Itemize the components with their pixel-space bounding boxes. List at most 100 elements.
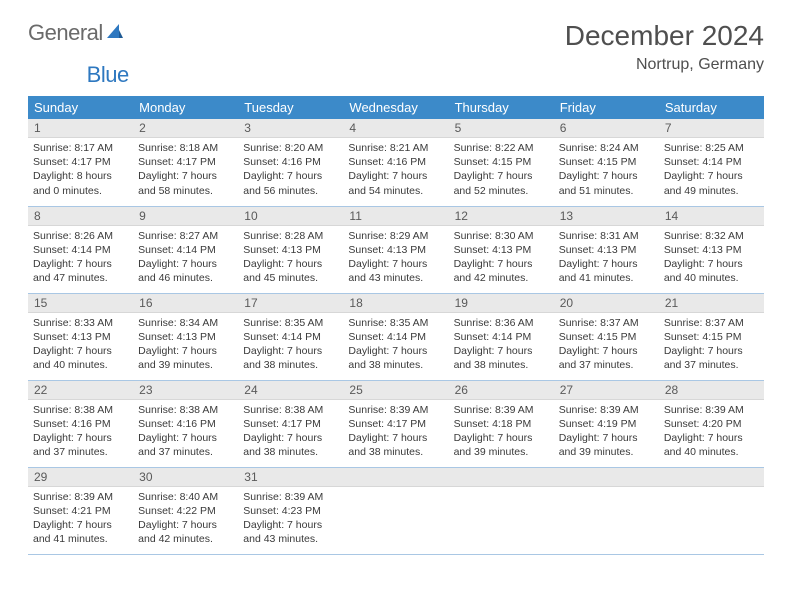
day-number: 24 [238, 381, 343, 400]
calendar-cell: 11Sunrise: 8:29 AMSunset: 4:13 PMDayligh… [343, 206, 448, 293]
day-details: Sunrise: 8:22 AMSunset: 4:15 PMDaylight:… [449, 138, 554, 202]
calendar-cell: 10Sunrise: 8:28 AMSunset: 4:13 PMDayligh… [238, 206, 343, 293]
day-details: Sunrise: 8:40 AMSunset: 4:22 PMDaylight:… [133, 487, 238, 551]
day-details: Sunrise: 8:33 AMSunset: 4:13 PMDaylight:… [28, 313, 133, 377]
month-title: December 2024 [565, 20, 764, 52]
day-details: Sunrise: 8:18 AMSunset: 4:17 PMDaylight:… [133, 138, 238, 202]
day-number: 2 [133, 119, 238, 138]
weekday-header: Wednesday [343, 96, 448, 119]
calendar-cell: 20Sunrise: 8:37 AMSunset: 4:15 PMDayligh… [554, 293, 659, 380]
day-details: Sunrise: 8:39 AMSunset: 4:23 PMDaylight:… [238, 487, 343, 551]
calendar-cell: 16Sunrise: 8:34 AMSunset: 4:13 PMDayligh… [133, 293, 238, 380]
weekday-header: Friday [554, 96, 659, 119]
day-details: Sunrise: 8:38 AMSunset: 4:16 PMDaylight:… [28, 400, 133, 464]
calendar-cell: 15Sunrise: 8:33 AMSunset: 4:13 PMDayligh… [28, 293, 133, 380]
calendar-cell: 28Sunrise: 8:39 AMSunset: 4:20 PMDayligh… [659, 380, 764, 467]
calendar-cell: .. [343, 467, 448, 554]
brand-word-1: General [28, 20, 103, 46]
day-number: 13 [554, 207, 659, 226]
day-details: Sunrise: 8:35 AMSunset: 4:14 PMDaylight:… [238, 313, 343, 377]
day-details: Sunrise: 8:24 AMSunset: 4:15 PMDaylight:… [554, 138, 659, 202]
calendar-cell: 2Sunrise: 8:18 AMSunset: 4:17 PMDaylight… [133, 119, 238, 206]
day-number: 6 [554, 119, 659, 138]
calendar-cell: 3Sunrise: 8:20 AMSunset: 4:16 PMDaylight… [238, 119, 343, 206]
day-details: Sunrise: 8:34 AMSunset: 4:13 PMDaylight:… [133, 313, 238, 377]
calendar-cell: .. [449, 467, 554, 554]
day-number: . [343, 468, 448, 487]
day-number: 27 [554, 381, 659, 400]
day-number: 10 [238, 207, 343, 226]
day-number: 18 [343, 294, 448, 313]
day-number: . [659, 468, 764, 487]
day-number: 4 [343, 119, 448, 138]
day-details: Sunrise: 8:31 AMSunset: 4:13 PMDaylight:… [554, 226, 659, 290]
calendar-cell: 18Sunrise: 8:35 AMSunset: 4:14 PMDayligh… [343, 293, 448, 380]
day-details: Sunrise: 8:30 AMSunset: 4:13 PMDaylight:… [449, 226, 554, 290]
calendar-cell: 29Sunrise: 8:39 AMSunset: 4:21 PMDayligh… [28, 467, 133, 554]
calendar-cell: 7Sunrise: 8:25 AMSunset: 4:14 PMDaylight… [659, 119, 764, 206]
calendar-cell: 1Sunrise: 8:17 AMSunset: 4:17 PMDaylight… [28, 119, 133, 206]
day-number: 31 [238, 468, 343, 487]
calendar-body: 1Sunrise: 8:17 AMSunset: 4:17 PMDaylight… [28, 119, 764, 554]
calendar-cell: 26Sunrise: 8:39 AMSunset: 4:18 PMDayligh… [449, 380, 554, 467]
day-details: Sunrise: 8:27 AMSunset: 4:14 PMDaylight:… [133, 226, 238, 290]
calendar-cell: 31Sunrise: 8:39 AMSunset: 4:23 PMDayligh… [238, 467, 343, 554]
calendar-week-row: 15Sunrise: 8:33 AMSunset: 4:13 PMDayligh… [28, 293, 764, 380]
calendar-week-row: 8Sunrise: 8:26 AMSunset: 4:14 PMDaylight… [28, 206, 764, 293]
calendar-cell: .. [659, 467, 764, 554]
day-number: 1 [28, 119, 133, 138]
brand-logo: General [28, 20, 125, 46]
day-details: Sunrise: 8:28 AMSunset: 4:13 PMDaylight:… [238, 226, 343, 290]
day-details: Sunrise: 8:39 AMSunset: 4:21 PMDaylight:… [28, 487, 133, 551]
day-details: Sunrise: 8:39 AMSunset: 4:19 PMDaylight:… [554, 400, 659, 464]
calendar-cell: 27Sunrise: 8:39 AMSunset: 4:19 PMDayligh… [554, 380, 659, 467]
day-number: 9 [133, 207, 238, 226]
day-number: 17 [238, 294, 343, 313]
day-number: 29 [28, 468, 133, 487]
calendar-week-row: 29Sunrise: 8:39 AMSunset: 4:21 PMDayligh… [28, 467, 764, 554]
sail-icon [105, 20, 125, 46]
day-number: 5 [449, 119, 554, 138]
title-block: December 2024 Nortrup, Germany [565, 20, 764, 74]
calendar-cell: .. [554, 467, 659, 554]
calendar-table: SundayMondayTuesdayWednesdayThursdayFrid… [28, 96, 764, 555]
calendar-cell: 13Sunrise: 8:31 AMSunset: 4:13 PMDayligh… [554, 206, 659, 293]
calendar-header-row: SundayMondayTuesdayWednesdayThursdayFrid… [28, 96, 764, 119]
day-number: 20 [554, 294, 659, 313]
day-details: Sunrise: 8:17 AMSunset: 4:17 PMDaylight:… [28, 138, 133, 202]
day-number: 16 [133, 294, 238, 313]
calendar-cell: 17Sunrise: 8:35 AMSunset: 4:14 PMDayligh… [238, 293, 343, 380]
day-number: 12 [449, 207, 554, 226]
day-details: Sunrise: 8:26 AMSunset: 4:14 PMDaylight:… [28, 226, 133, 290]
calendar-cell: 9Sunrise: 8:27 AMSunset: 4:14 PMDaylight… [133, 206, 238, 293]
calendar-cell: 6Sunrise: 8:24 AMSunset: 4:15 PMDaylight… [554, 119, 659, 206]
calendar-cell: 21Sunrise: 8:37 AMSunset: 4:15 PMDayligh… [659, 293, 764, 380]
day-number: 8 [28, 207, 133, 226]
calendar-cell: 24Sunrise: 8:38 AMSunset: 4:17 PMDayligh… [238, 380, 343, 467]
weekday-header: Thursday [449, 96, 554, 119]
calendar-cell: 30Sunrise: 8:40 AMSunset: 4:22 PMDayligh… [133, 467, 238, 554]
calendar-cell: 5Sunrise: 8:22 AMSunset: 4:15 PMDaylight… [449, 119, 554, 206]
day-details: Sunrise: 8:36 AMSunset: 4:14 PMDaylight:… [449, 313, 554, 377]
day-number: 19 [449, 294, 554, 313]
day-details: Sunrise: 8:25 AMSunset: 4:14 PMDaylight:… [659, 138, 764, 202]
brand-word-2: Blue [87, 62, 129, 88]
day-details: Sunrise: 8:20 AMSunset: 4:16 PMDaylight:… [238, 138, 343, 202]
day-details: Sunrise: 8:39 AMSunset: 4:17 PMDaylight:… [343, 400, 448, 464]
calendar-cell: 22Sunrise: 8:38 AMSunset: 4:16 PMDayligh… [28, 380, 133, 467]
day-number: 15 [28, 294, 133, 313]
day-details: Sunrise: 8:37 AMSunset: 4:15 PMDaylight:… [554, 313, 659, 377]
calendar-week-row: 1Sunrise: 8:17 AMSunset: 4:17 PMDaylight… [28, 119, 764, 206]
calendar-cell: 14Sunrise: 8:32 AMSunset: 4:13 PMDayligh… [659, 206, 764, 293]
day-number: . [449, 468, 554, 487]
day-number: 22 [28, 381, 133, 400]
day-number: 23 [133, 381, 238, 400]
day-number: 7 [659, 119, 764, 138]
day-number: 11 [343, 207, 448, 226]
day-details: Sunrise: 8:38 AMSunset: 4:17 PMDaylight:… [238, 400, 343, 464]
weekday-header: Tuesday [238, 96, 343, 119]
calendar-cell: 8Sunrise: 8:26 AMSunset: 4:14 PMDaylight… [28, 206, 133, 293]
day-details: Sunrise: 8:38 AMSunset: 4:16 PMDaylight:… [133, 400, 238, 464]
day-details: Sunrise: 8:39 AMSunset: 4:20 PMDaylight:… [659, 400, 764, 464]
weekday-header: Monday [133, 96, 238, 119]
